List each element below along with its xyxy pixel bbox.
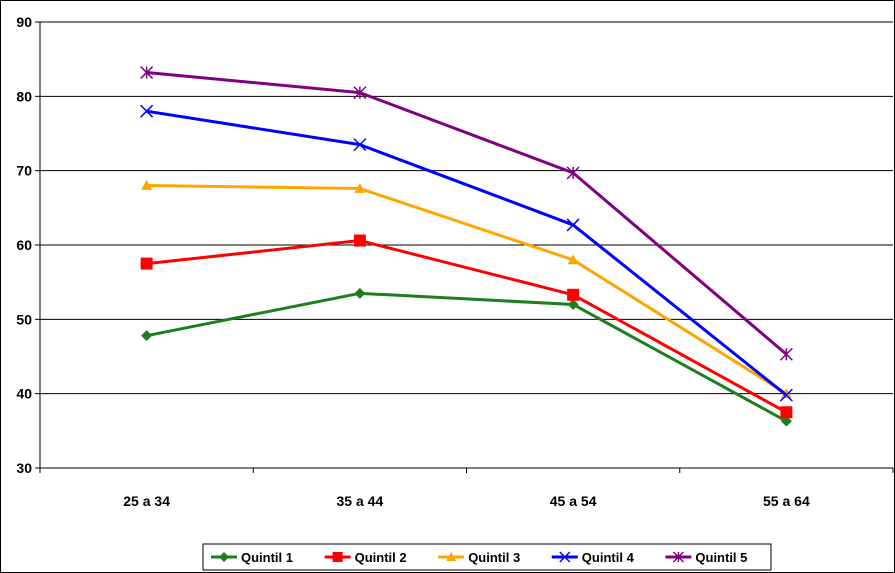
- data-point: [567, 288, 580, 301]
- y-tick-label: 50: [16, 311, 32, 327]
- x-tick-label: 45 a 54: [550, 493, 597, 509]
- legend-label: Quintil 2: [355, 550, 407, 565]
- series-line: [146, 184, 788, 395]
- data-point: [332, 552, 343, 562]
- data-point: [779, 347, 793, 361]
- series-2: [140, 234, 793, 419]
- series-line: [146, 109, 788, 397]
- data-point: [567, 298, 579, 310]
- data-point: [353, 86, 367, 100]
- data-point: [141, 180, 153, 190]
- data-point: [354, 287, 366, 299]
- legend-item: Quintil 2: [324, 550, 407, 565]
- data-point: [780, 406, 793, 419]
- x-tick-label: 55 a 64: [763, 493, 810, 509]
- series-4: [140, 104, 793, 402]
- x-tick-label: 35 a 44: [337, 493, 384, 509]
- legend-item: Quintil 4: [551, 550, 635, 565]
- data-point: [446, 552, 457, 561]
- series-line: [146, 71, 788, 356]
- y-tick-label: 80: [16, 88, 32, 104]
- data-point: [219, 552, 229, 562]
- series-line: [146, 239, 788, 414]
- series-line: [146, 291, 788, 423]
- data-point: [567, 254, 579, 265]
- x-axis-ticks: 25 a 34 35 a 44 45 a 54 55 a 64: [39, 468, 894, 509]
- legend-label: Quintil 5: [695, 550, 747, 565]
- series-5: [140, 66, 793, 361]
- data-point: [141, 330, 153, 342]
- data-point: [140, 66, 154, 80]
- legend-label: Quintil 3: [468, 550, 520, 565]
- data-point: [779, 388, 793, 402]
- y-tick-label: 40: [16, 386, 32, 402]
- data-point: [566, 166, 580, 180]
- data-point: [672, 551, 684, 563]
- legend: Quintil 1 Quintil 2 Quintil 3 Quintil 4 Quin…: [202, 543, 772, 571]
- legend-item: Quintil 3: [438, 550, 520, 565]
- series-1: [141, 287, 792, 427]
- legend-label: Quintil 1: [241, 550, 293, 565]
- data-point: [353, 138, 367, 152]
- data-point: [780, 415, 792, 427]
- legend-item: Quintil 5: [665, 550, 747, 565]
- x-tick-label: 25 a 34: [123, 493, 170, 509]
- series-lines: [140, 66, 793, 427]
- data-point: [780, 388, 792, 399]
- y-tick-label: 30: [16, 460, 32, 476]
- series-3: [141, 180, 792, 399]
- data-point: [566, 218, 580, 232]
- data-point: [140, 104, 154, 118]
- legend-item: Quintil 1: [211, 550, 293, 565]
- data-point: [559, 551, 571, 563]
- data-point: [140, 257, 153, 270]
- y-tick-label: 70: [16, 163, 32, 179]
- y-axis-ticks: 30 40 50 60 70 80 90: [16, 14, 40, 476]
- y-tick-label: 90: [16, 14, 32, 30]
- y-tick-label: 60: [16, 237, 32, 253]
- legend-label: Quintil 4: [582, 550, 635, 565]
- data-point: [354, 183, 366, 193]
- data-point: [353, 234, 366, 247]
